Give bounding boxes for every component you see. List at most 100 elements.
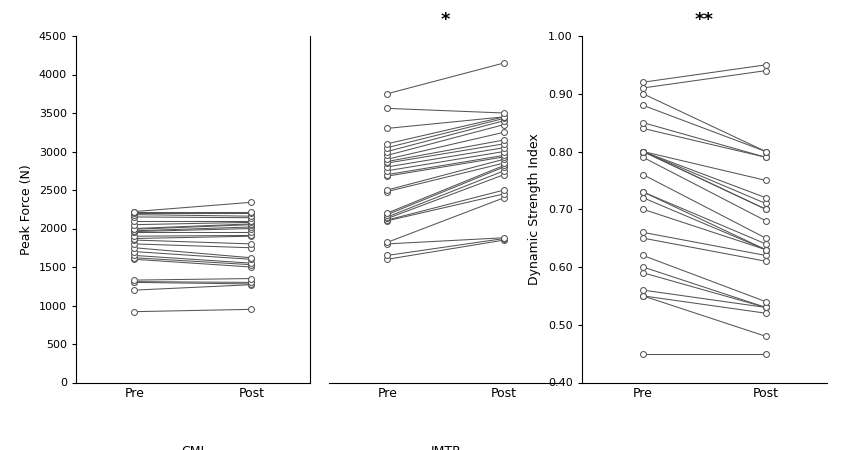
Point xyxy=(636,269,650,276)
Point xyxy=(245,256,258,263)
Point xyxy=(636,188,650,195)
Point xyxy=(759,148,772,155)
Point xyxy=(245,209,258,216)
Point xyxy=(636,125,650,132)
Point xyxy=(245,199,258,206)
Point xyxy=(759,333,772,340)
Point xyxy=(759,177,772,184)
Point xyxy=(381,213,394,220)
Point xyxy=(127,254,141,261)
Point xyxy=(636,85,650,92)
Point xyxy=(381,256,394,263)
Point xyxy=(127,228,141,235)
Point xyxy=(636,79,650,86)
Point xyxy=(245,217,258,225)
Point xyxy=(245,279,258,286)
Point xyxy=(245,233,258,240)
Point xyxy=(636,292,650,300)
Point xyxy=(636,148,650,155)
Point xyxy=(759,153,772,161)
Point xyxy=(759,67,772,74)
Point xyxy=(245,263,258,270)
Point xyxy=(127,208,141,215)
Point xyxy=(381,211,394,218)
Point xyxy=(636,148,650,155)
Point xyxy=(497,129,511,136)
Point xyxy=(759,200,772,207)
Point xyxy=(127,287,141,294)
Point xyxy=(245,225,258,232)
Point xyxy=(759,257,772,265)
Point xyxy=(497,109,511,117)
Point xyxy=(381,105,394,112)
Point xyxy=(759,194,772,201)
Point xyxy=(381,90,394,97)
Point xyxy=(245,281,258,288)
Point xyxy=(127,252,141,259)
Point xyxy=(497,121,511,128)
Point xyxy=(245,219,258,226)
Point xyxy=(497,156,511,163)
Point xyxy=(245,229,258,236)
Point xyxy=(381,240,394,248)
Point xyxy=(759,310,772,317)
Point xyxy=(127,209,141,216)
Point xyxy=(497,148,511,155)
Point xyxy=(127,221,141,228)
Point xyxy=(759,246,772,253)
Point xyxy=(497,190,511,198)
Point xyxy=(759,304,772,311)
Point xyxy=(381,239,394,246)
Point xyxy=(127,276,141,284)
Point xyxy=(245,210,258,217)
Point xyxy=(127,213,141,220)
Point xyxy=(497,159,511,166)
Point xyxy=(497,144,511,151)
Point xyxy=(381,163,394,171)
Point xyxy=(127,227,141,234)
Point xyxy=(636,229,650,236)
Point xyxy=(127,211,141,218)
Point xyxy=(497,113,511,121)
Point xyxy=(759,304,772,311)
Point xyxy=(127,240,141,248)
Point xyxy=(759,240,772,248)
Point xyxy=(497,167,511,174)
Point xyxy=(381,156,394,163)
Point xyxy=(127,225,141,233)
Point xyxy=(759,206,772,213)
Point xyxy=(245,280,258,288)
Point xyxy=(127,229,141,236)
Point xyxy=(759,217,772,225)
Point xyxy=(636,206,650,213)
Point xyxy=(636,148,650,155)
Point xyxy=(759,153,772,161)
Point xyxy=(245,220,258,228)
Point xyxy=(381,158,394,165)
Point xyxy=(245,232,258,239)
Point xyxy=(245,214,258,221)
Point xyxy=(759,246,772,253)
Point xyxy=(127,308,141,315)
Point xyxy=(245,240,258,248)
Point xyxy=(497,115,511,122)
Point xyxy=(497,117,511,124)
Point xyxy=(245,244,258,252)
Point xyxy=(381,216,394,224)
Point xyxy=(759,206,772,213)
Point xyxy=(636,263,650,270)
Point xyxy=(497,140,511,148)
Point xyxy=(127,210,141,217)
Point xyxy=(636,90,650,97)
Point xyxy=(636,234,650,242)
Text: *: * xyxy=(441,11,451,29)
Point xyxy=(245,260,258,267)
Point xyxy=(245,212,258,220)
Point xyxy=(245,261,258,268)
Point xyxy=(127,236,141,243)
Point xyxy=(127,278,141,285)
Point xyxy=(636,171,650,178)
Point xyxy=(497,186,511,194)
Point xyxy=(381,172,394,180)
Point xyxy=(497,194,511,201)
